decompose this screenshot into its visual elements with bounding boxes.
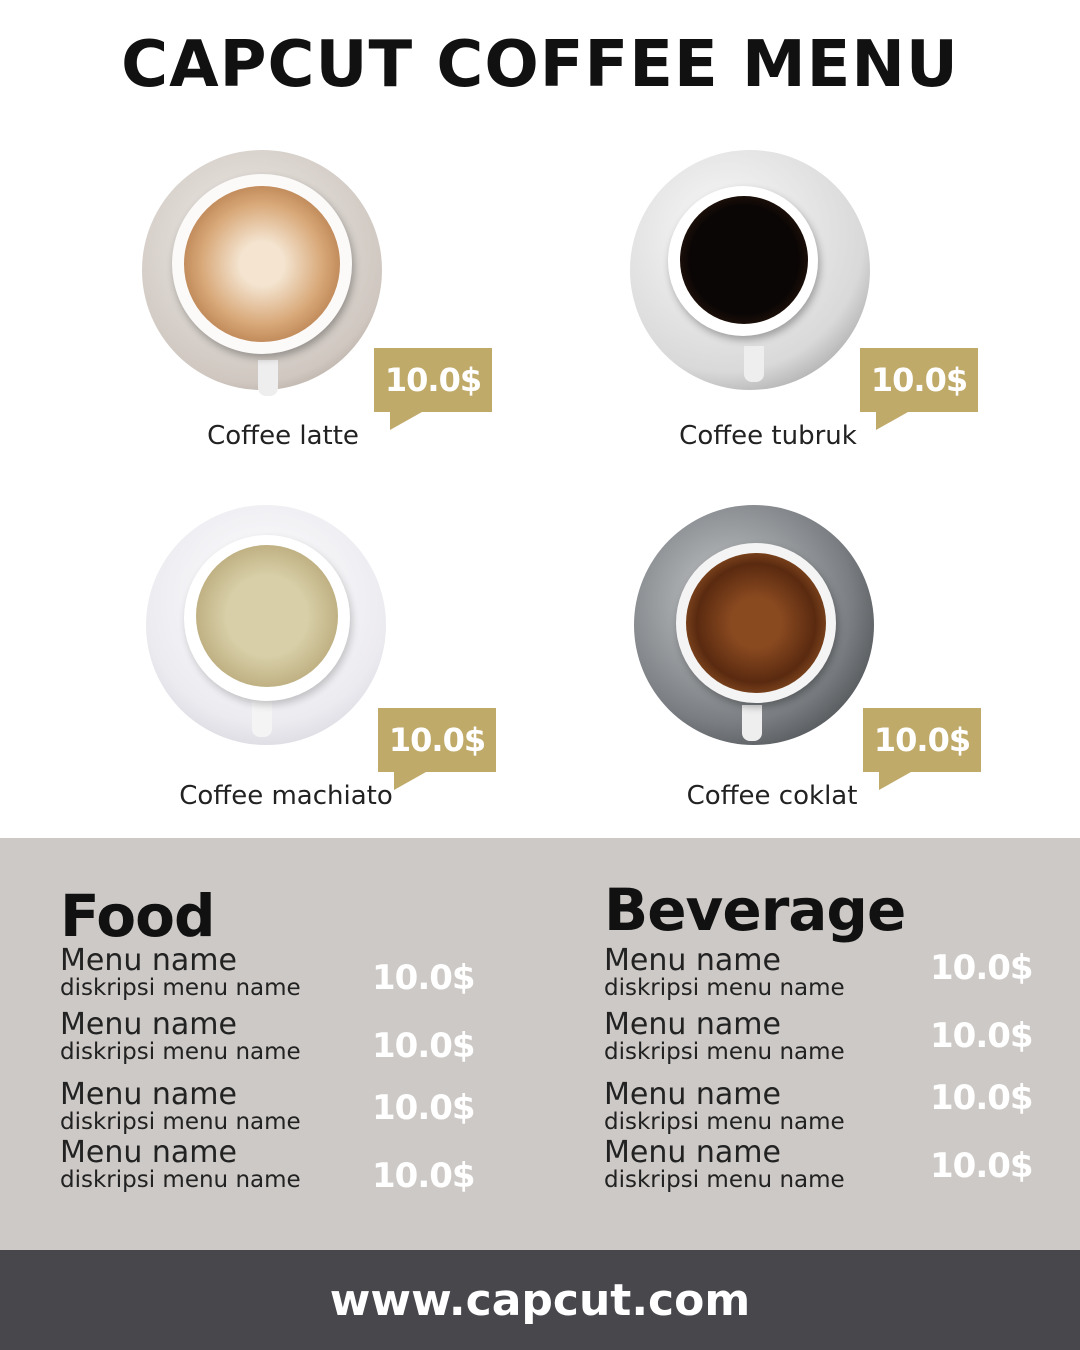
menu-item-price: 10.0$	[930, 948, 1034, 988]
menu-item: Menu name diskripsi menu name	[604, 1007, 1044, 1065]
menu-item-price: 10.0$	[930, 1078, 1034, 1118]
menu-item: Menu name diskripsi menu name	[604, 1135, 1044, 1193]
menu-item-description: diskripsi menu name	[60, 1109, 301, 1135]
menu-item: Menu name diskripsi menu name	[604, 1077, 1044, 1135]
item-name: Coffee coklat	[686, 781, 858, 811]
price-tag: 10.0$	[378, 708, 496, 790]
page-title: CAPCUT COFFEE MENU	[121, 28, 959, 102]
price-tag: 10.0$	[374, 348, 492, 430]
menu-item-price: 10.0$	[372, 1156, 476, 1196]
coffee-coklat-image	[634, 505, 874, 745]
menu-item-price: 10.0$	[930, 1016, 1034, 1056]
website-url: www.capcut.com	[0, 1250, 1080, 1350]
menu-item-price: 10.0$	[372, 958, 476, 998]
menu-item-name: Menu name	[604, 1135, 781, 1170]
menu-item-description: diskripsi menu name	[60, 1039, 301, 1065]
beverage-title: Beverage	[604, 876, 906, 944]
menu-item: Menu name diskripsi menu name	[60, 943, 500, 1001]
menu-item-name: Menu name	[604, 1077, 781, 1112]
price-tag: 10.0$	[860, 348, 978, 430]
menu-list-section	[0, 838, 1080, 1250]
item-name: Coffee machiato	[179, 781, 393, 811]
menu-item-description: diskripsi menu name	[604, 1109, 845, 1135]
coffee-tubruk-image	[630, 150, 870, 390]
menu-item-name: Menu name	[604, 1007, 781, 1042]
menu-item-name: Menu name	[60, 1077, 237, 1112]
coffee-machiato-image	[146, 505, 386, 745]
menu-item-description: diskripsi menu name	[604, 975, 845, 1001]
item-name: Coffee tubruk	[679, 421, 857, 451]
menu-item: Menu name diskripsi menu name	[60, 1007, 500, 1065]
menu-item: Menu name diskripsi menu name	[604, 943, 1044, 1001]
menu-item-price: 10.0$	[372, 1088, 476, 1128]
menu-item-name: Menu name	[604, 943, 781, 978]
menu-item-name: Menu name	[60, 1135, 237, 1170]
price-tag: 10.0$	[863, 708, 981, 790]
menu-item-name: Menu name	[60, 1007, 237, 1042]
menu-item-price: 10.0$	[372, 1026, 476, 1066]
menu-item: Menu name diskripsi menu name	[60, 1077, 500, 1135]
menu-item-name: Menu name	[60, 943, 237, 978]
menu-item-description: diskripsi menu name	[60, 1167, 301, 1193]
coffee-latte-image	[142, 150, 382, 396]
menu-item: Menu name diskripsi menu name	[60, 1135, 500, 1193]
food-title: Food	[60, 882, 215, 950]
menu-item-description: diskripsi menu name	[604, 1167, 845, 1193]
menu-item-description: diskripsi menu name	[604, 1039, 845, 1065]
menu-item-description: diskripsi menu name	[60, 975, 301, 1001]
menu-item-price: 10.0$	[930, 1146, 1034, 1186]
item-name: Coffee latte	[207, 421, 359, 451]
